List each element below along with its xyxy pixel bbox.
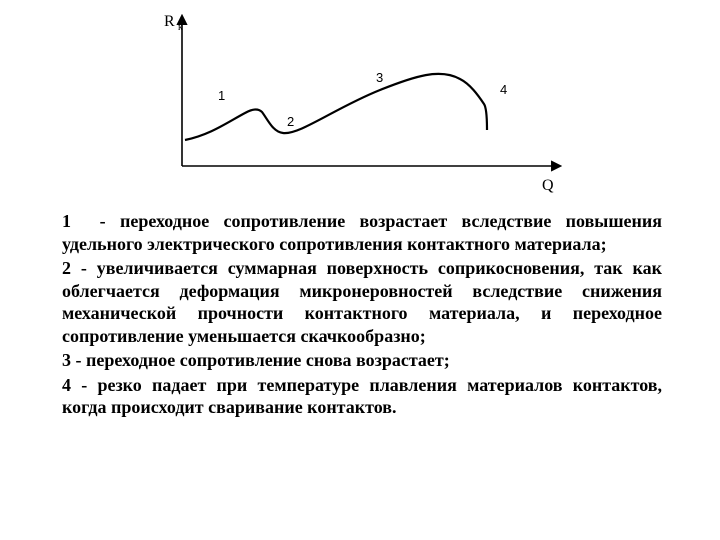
point-label-4: 4: [500, 82, 507, 97]
para-2-text: увеличивается суммарная поверхность сопр…: [62, 258, 662, 346]
resistance-curve: [185, 74, 487, 140]
resistance-chart: R к Q 1 2 3 4: [0, 0, 720, 200]
point-label-3: 3: [376, 70, 383, 85]
y-axis-label: R: [164, 13, 175, 30]
para-2-num: 2 -: [62, 258, 87, 278]
para-1: 1 - переходное сопротивление возрастает …: [62, 210, 662, 255]
point-label-1: 1: [218, 88, 225, 103]
description-text: 1 - переходное сопротивление возрастает …: [62, 210, 662, 421]
para-4: 4 - резко падает при температуре плавлен…: [62, 374, 662, 419]
chart-area: R к Q 1 2 3 4: [0, 0, 720, 200]
para-2: 2 - увеличивается суммарная поверхность …: [62, 257, 662, 347]
para-1-text: переходное сопротивление возрастает всле…: [62, 211, 662, 254]
point-label-2: 2: [287, 114, 294, 129]
para-3: 3 - переходное сопротивление снова возра…: [62, 349, 662, 372]
x-axis-label: Q: [542, 177, 554, 194]
para-4-text: резко падает при температуре плавления м…: [62, 375, 662, 418]
para-1-num: 1 -: [62, 211, 106, 231]
y-axis-sublabel: к: [178, 22, 183, 33]
para-3-text: переходное сопротивление снова возрастае…: [86, 350, 450, 370]
para-3-num: 3 -: [62, 350, 82, 370]
para-4-num: 4 -: [62, 375, 87, 395]
